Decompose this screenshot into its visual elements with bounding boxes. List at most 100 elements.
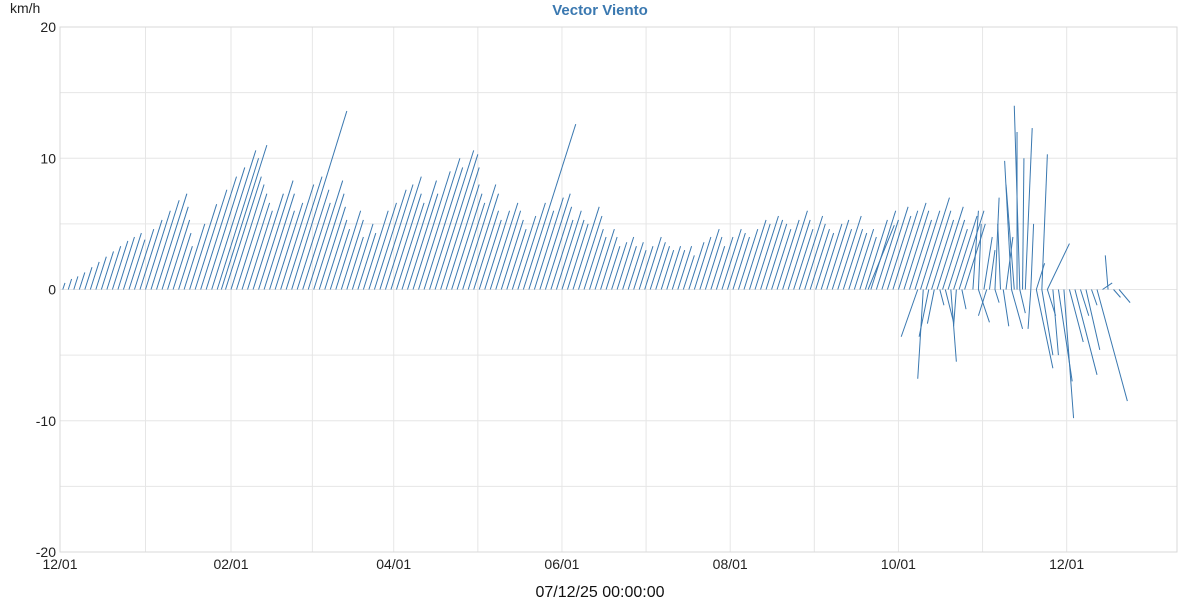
wind-vector [407, 193, 439, 290]
wind-vector [340, 219, 364, 290]
wind-vector [445, 184, 480, 290]
y-tick-label: 20 [40, 19, 56, 35]
wind-vector [897, 202, 927, 290]
wind-vector [128, 239, 146, 290]
wind-vector [644, 236, 662, 290]
wind-vector [495, 210, 522, 290]
x-axis-ticks: 12/01 02/01 04/01 06/01 08/01 10/01 12/01 [42, 556, 1084, 572]
wind-vector [926, 289, 935, 324]
wind-vector [688, 242, 705, 290]
wind-vector [958, 210, 985, 290]
chart-title: Vector Viento [552, 2, 648, 19]
wind-vector [589, 236, 607, 290]
wind-vector [776, 219, 800, 290]
wind-vector [831, 228, 853, 290]
wind-vector [1063, 289, 1075, 419]
wind-vector [528, 210, 555, 290]
wind-vector [161, 206, 189, 290]
wind-vector [611, 242, 628, 290]
wind-vector [942, 219, 966, 290]
wind-vector [236, 193, 268, 290]
wind-vector [972, 210, 979, 290]
wind-vector [384, 176, 422, 290]
wind-vector [285, 176, 323, 290]
wind-vector [418, 158, 461, 290]
wind-vector [456, 202, 486, 290]
wind-vector [920, 197, 950, 290]
wind-vector [804, 223, 826, 290]
wind-vector [809, 228, 830, 290]
wind-vector [296, 189, 330, 290]
wind-vector [732, 236, 750, 290]
wind-vector [1035, 263, 1046, 290]
wind-vector [760, 219, 784, 290]
wind-vector [875, 219, 899, 290]
y-axis-unit-label: km/h [10, 0, 40, 16]
wind-vector [864, 219, 888, 290]
wind-vector [605, 246, 621, 290]
plot-area-frame [59, 26, 1178, 553]
wind-vector [655, 246, 670, 290]
wind-vector [848, 232, 868, 290]
wind-vector [660, 249, 675, 290]
wind-vector [122, 232, 142, 290]
wind-vector [900, 289, 919, 337]
wind-vector [782, 210, 808, 290]
wind-vector [539, 193, 571, 290]
wind-vector [335, 210, 362, 290]
wind-vector [1041, 154, 1048, 290]
wind-vector [1052, 289, 1059, 356]
wind-vector [274, 202, 304, 290]
wind-vector [649, 242, 666, 290]
wind-vector [484, 210, 511, 290]
wind-vector [555, 210, 582, 290]
wind-vector [500, 219, 524, 290]
wind-vector [726, 232, 746, 290]
wind-vector [313, 193, 345, 290]
wind-vector [401, 180, 437, 290]
y-axis-ticks: 20 10 0 -10 -20 [36, 19, 56, 560]
wind-vector [329, 228, 351, 290]
wind-vector [1091, 289, 1098, 306]
wind-vector [429, 150, 475, 290]
wind-vector [749, 223, 771, 290]
wind-vector [194, 189, 228, 290]
wind-vector [200, 176, 237, 290]
wind-vector [396, 202, 425, 290]
wind-vector [886, 215, 912, 290]
wind-vector [412, 171, 451, 290]
wind-vector [677, 246, 693, 290]
wind-vector [145, 210, 171, 290]
wind-vector [977, 289, 990, 323]
wind-vector [156, 193, 188, 290]
x-tick-label: 06/01 [544, 556, 579, 572]
wind-vector [139, 219, 163, 290]
wind-vector [925, 210, 952, 290]
wind-vector [84, 267, 93, 290]
wind-vector [931, 219, 955, 290]
wind-vector [917, 289, 924, 379]
wind-vector [867, 224, 895, 290]
wind-vector [939, 289, 945, 306]
wind-vectors [62, 105, 1131, 419]
wind-vector [793, 228, 814, 290]
wind-vector [178, 246, 193, 290]
wind-vector [78, 272, 86, 290]
wind-vector [699, 228, 720, 290]
wind-vector [627, 242, 644, 290]
wind-vector [302, 202, 331, 290]
wind-vector [997, 223, 1001, 290]
wind-vector [754, 215, 779, 290]
wind-vector [423, 167, 464, 290]
x-tick-label: 04/01 [376, 556, 411, 572]
wind-vector [853, 228, 875, 290]
y-tick-label: 10 [40, 150, 56, 166]
wind-vector [908, 219, 933, 290]
wind-vector [247, 210, 273, 290]
wind-vector [62, 282, 66, 290]
wind-vector [133, 228, 155, 290]
wind-vector [859, 236, 877, 290]
y-tick-label: -10 [36, 413, 56, 429]
wind-vector [1027, 289, 1032, 329]
wind-vector [106, 246, 122, 290]
